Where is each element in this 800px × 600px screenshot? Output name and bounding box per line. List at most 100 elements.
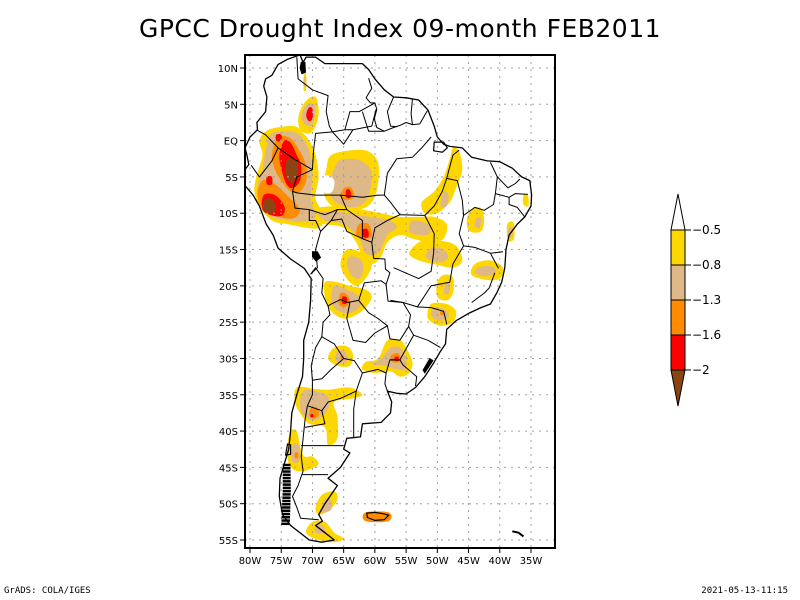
fjord-coastline — [281, 512, 291, 516]
country-border — [340, 194, 385, 210]
drought-contour-m0_8 — [371, 346, 407, 371]
drought-contour-m0_5 — [421, 147, 463, 215]
colorbar-segment — [670, 299, 686, 336]
no-drought-area — [318, 175, 335, 194]
fjord-coastline — [282, 493, 291, 496]
island-chiloe — [284, 443, 292, 456]
lon-tick-label: 45W — [457, 556, 480, 567]
lat-tick-label: 50S — [219, 500, 238, 511]
country-border — [320, 218, 391, 307]
country-border — [292, 57, 333, 275]
lat-tick-label: 35S — [219, 391, 238, 402]
country-border — [250, 129, 279, 178]
country-border — [390, 245, 465, 308]
colorbar-segment — [670, 334, 686, 371]
drought-contour-m0_5 — [522, 193, 529, 207]
fjord-coastline — [282, 476, 291, 480]
country-border — [471, 272, 496, 303]
fjord-coastline — [282, 486, 291, 490]
country-border — [371, 214, 435, 280]
country-border — [332, 129, 354, 145]
lon-tick-label: 80W — [239, 556, 262, 567]
grid-lines — [245, 55, 555, 548]
country-border — [365, 78, 428, 132]
drought-contour-m0_8 — [408, 220, 431, 236]
lat-tick-label: 5N — [224, 100, 238, 111]
coastline-south-america — [245, 55, 533, 543]
colorbar-label: −0.5 — [692, 223, 721, 237]
fjord-coastline — [282, 502, 291, 506]
lake-maracaibo — [299, 61, 307, 75]
country-border — [508, 197, 526, 218]
lake-titicaca — [311, 251, 322, 262]
fjord-coastline — [281, 506, 291, 509]
lat-tick-label: 45S — [219, 463, 238, 474]
drought-contour-m2 — [262, 198, 277, 214]
colorbar-top-arrow — [670, 193, 686, 231]
colorbar-bottom-arrow — [670, 369, 686, 407]
island-falklands — [366, 511, 390, 522]
lat-tick-label: 25S — [219, 318, 238, 329]
colorbar-segment — [670, 264, 686, 301]
chart-title: GPCC Drought Index 09-month FEB2011 — [138, 14, 662, 43]
lon-tick-label: 65W — [332, 556, 355, 567]
drought-contour-m1_6 — [306, 107, 313, 122]
country-border — [410, 99, 413, 125]
lon-tick-label: 35W — [520, 556, 543, 567]
fjord-coastline — [282, 467, 291, 470]
fjord-coastline — [281, 509, 291, 513]
island-south-georgia — [512, 530, 525, 538]
lat-tick-label: 10N — [218, 64, 238, 75]
fjord-coastline — [282, 489, 291, 493]
fjord-coastline — [282, 463, 291, 467]
lat-tick-label: 20S — [219, 282, 238, 293]
island-marajo — [432, 141, 449, 153]
fjord-coastline — [281, 522, 290, 526]
colorbar-label: −0.8 — [692, 258, 721, 272]
drought-contour-m1_6 — [362, 228, 369, 238]
drought-contour-m0_8 — [321, 498, 333, 513]
lon-tick-label: 75W — [270, 556, 293, 567]
fjord-coastline — [282, 470, 291, 473]
country-border — [353, 391, 357, 439]
colorbar-label: −1.3 — [692, 293, 721, 307]
axis-ticks: 10N 5N EQ 5S 10S 15S 20S 25S 30S 35S 40S 45S 50S 55S8… — [218, 64, 543, 567]
fjord-coastline — [282, 480, 291, 483]
lon-tick-label: 70W — [301, 556, 324, 567]
lon-tick-label: 40W — [488, 556, 511, 567]
drought-contour-m0_8 — [425, 247, 449, 263]
coastline — [245, 55, 533, 543]
country-border — [307, 372, 363, 412]
fjord-coastline — [282, 473, 291, 477]
drought-contour-m1_3 — [294, 452, 299, 459]
colorbar-label: −2 — [692, 363, 710, 377]
lat-tick-label: 55S — [219, 536, 238, 547]
country-border — [292, 190, 341, 196]
drought-contour-m1_3 — [440, 310, 444, 316]
country-border — [446, 177, 499, 269]
country-border — [384, 359, 418, 392]
lat-tick-label: 10S — [219, 209, 238, 220]
lat-tick-label: 15S — [219, 246, 238, 257]
drought-contour-m0_8 — [346, 256, 364, 279]
fjord-coastline — [282, 496, 291, 499]
colorbar-label: −1.6 — [692, 328, 721, 342]
country-border — [292, 267, 331, 521]
footer-timestamp: 2021-05-13-11:15 — [701, 586, 788, 596]
country-border — [346, 302, 388, 343]
plot-frame — [244, 54, 556, 549]
lat-tick-label: 40S — [219, 427, 238, 438]
drought-contour-m1_6 — [275, 134, 282, 142]
country-border — [361, 111, 385, 132]
drought-contour-m0_8 — [440, 190, 449, 208]
lake-lagoa-dos-patos — [422, 357, 434, 374]
drought-contour-m1_6 — [266, 176, 273, 186]
country-border — [496, 176, 521, 189]
country-border — [424, 149, 460, 216]
lon-tick-label: 60W — [364, 556, 387, 567]
country-border — [416, 306, 448, 325]
fjord-coastline — [281, 519, 290, 522]
drought-contour-m0_8 — [444, 281, 451, 295]
